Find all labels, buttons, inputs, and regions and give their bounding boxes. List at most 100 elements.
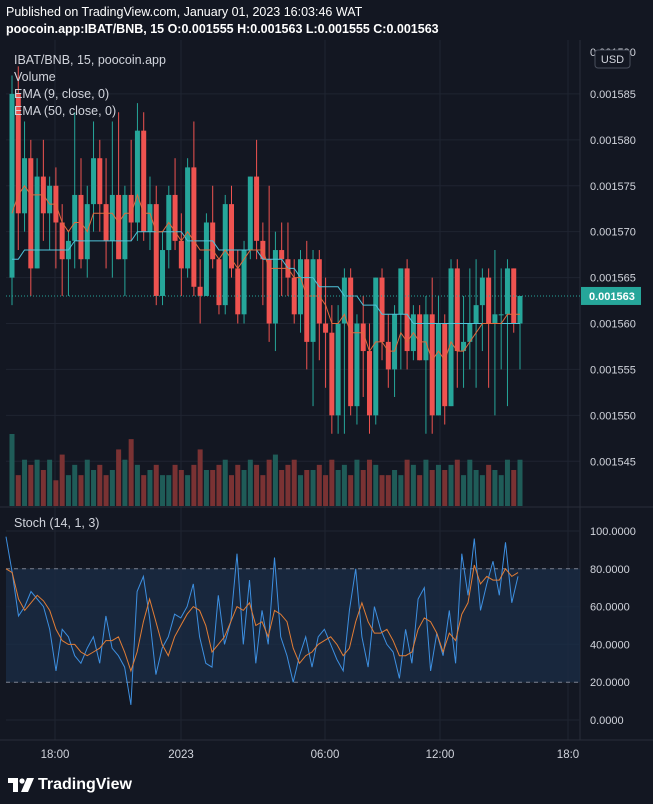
chart-area[interactable]: 0.001585 0.001580 0.001575 0.001570 0.001565… — [0, 40, 653, 768]
volume-bar — [72, 464, 78, 506]
volume-bar — [247, 459, 253, 506]
ema-lines — [6, 184, 580, 362]
stoch-lines — [5, 536, 580, 705]
tradingview-logo-icon — [8, 778, 34, 792]
candle-body — [172, 194, 178, 241]
volume-bar — [297, 475, 303, 506]
candle-body — [241, 250, 247, 315]
volume-bar — [172, 464, 178, 506]
volume-bar — [473, 470, 479, 506]
volume-bar — [266, 459, 272, 506]
volume-bar — [241, 470, 247, 506]
volume-bar — [385, 475, 391, 506]
volume-bar — [47, 459, 53, 506]
candle-body — [15, 93, 21, 214]
volume-bar — [84, 459, 90, 506]
candle-body — [178, 240, 184, 269]
symbol-ohlc-line: poocoin.app:IBAT/BNB, 15 O:0.001555 H:0.… — [6, 22, 439, 36]
volume-bar — [65, 475, 71, 506]
candle-body — [498, 314, 504, 316]
candle-body — [417, 314, 423, 361]
volume-bar — [285, 464, 291, 506]
candle-body — [47, 185, 53, 214]
volume-bar — [442, 470, 448, 506]
volume-bar — [360, 470, 366, 506]
candle-body — [423, 314, 429, 361]
candle-body — [373, 277, 379, 416]
legend-volume: Volume — [14, 70, 56, 84]
volume-bar — [498, 475, 504, 506]
candle-body — [97, 158, 103, 205]
candle-body — [461, 341, 467, 352]
volume-bar — [398, 475, 404, 506]
volume-bar — [28, 464, 34, 506]
volume-bar — [304, 470, 310, 506]
volume-bar — [34, 459, 40, 506]
volume-bar — [461, 475, 467, 506]
candle-body — [116, 194, 122, 260]
candle-body — [235, 268, 241, 315]
candle-body — [266, 259, 272, 324]
volume-bar — [417, 475, 423, 506]
volume-bar — [122, 459, 128, 506]
legend-ema9: EMA (9, close, 0) — [14, 87, 109, 101]
candle-body — [109, 194, 115, 241]
candle-body — [28, 158, 34, 269]
volume-bar — [191, 464, 197, 506]
time-tick-label: 18:00 — [41, 749, 70, 761]
candle-body — [153, 204, 159, 296]
volume-bar — [134, 464, 140, 506]
candle-body — [435, 323, 441, 416]
candle-body — [504, 268, 510, 315]
volume-bar — [348, 475, 354, 506]
time-axis[interactable]: 18:00 2023 06:00 12:00 18:0 — [41, 749, 580, 761]
volume-bar — [153, 464, 159, 506]
currency-badge[interactable]: USD — [594, 49, 631, 69]
candle-body — [91, 158, 97, 205]
volume-bar — [210, 470, 216, 506]
volume-bar — [97, 464, 103, 506]
candle-body — [122, 194, 128, 260]
candle-body — [279, 250, 285, 260]
volume-bar — [341, 464, 347, 506]
candle-body — [404, 268, 410, 352]
volume-bar — [279, 470, 285, 506]
tradingview-logo[interactable]: TradingView — [8, 776, 132, 794]
price-tick-label: 0.001580 — [590, 135, 636, 147]
volume-bar — [116, 449, 122, 506]
volume-bar — [373, 464, 379, 506]
candle-body — [297, 259, 303, 315]
volume-bar — [429, 470, 435, 506]
volume-bar — [59, 454, 65, 506]
volume-bar — [329, 459, 335, 506]
price-tick-label: 0.001570 — [590, 227, 636, 239]
price-tick-label: 0.001585 — [590, 89, 636, 101]
legend-pair: IBAT/BNB, 15, poocoin.app — [14, 53, 166, 67]
time-tick-label: 06:00 — [311, 749, 340, 761]
volume-bar — [91, 470, 97, 506]
time-tick-label: 2023 — [168, 749, 194, 761]
candle-body — [479, 277, 485, 306]
volume-bar — [9, 434, 15, 506]
volume-bar — [410, 464, 416, 506]
candle-body — [203, 222, 209, 296]
volume-bar — [15, 475, 21, 506]
volume-bar — [53, 480, 59, 506]
candle-body — [360, 323, 366, 352]
candle-body — [517, 295, 523, 324]
candle-body — [323, 323, 329, 333]
candle-body — [72, 194, 78, 241]
stoch-d-line — [5, 564, 519, 673]
candle-body — [229, 204, 235, 269]
volume-bar — [354, 459, 360, 506]
candle-body — [454, 268, 460, 352]
volume-bar — [178, 470, 184, 506]
stoch-tick-label: 100.0000 — [590, 526, 636, 538]
volume-bar — [109, 470, 115, 506]
volume-bar — [492, 470, 498, 506]
volume-bar — [392, 470, 398, 506]
candle-body — [442, 323, 448, 407]
candle-body — [128, 194, 134, 223]
volume-bars — [9, 434, 523, 506]
candle-body — [160, 250, 166, 296]
